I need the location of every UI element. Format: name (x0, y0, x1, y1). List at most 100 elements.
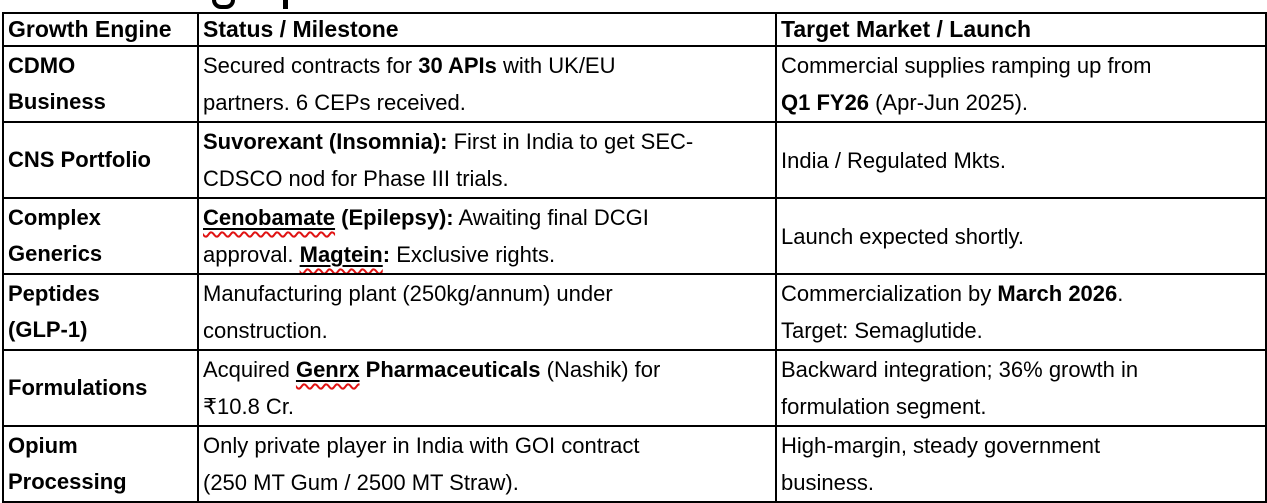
text-line: (GLP-1) (8, 317, 88, 342)
table-row: Formulations Acquired Genrx Pharmaceutica… (2, 349, 1267, 427)
text-line: Generics (8, 241, 103, 266)
text-line: CDSCO nod for Phase III trials. (203, 160, 773, 196)
text-line: Opium (8, 433, 78, 458)
text-line: Commercial supplies ramping up from (781, 48, 1263, 84)
text-line: Processing (8, 469, 127, 494)
text-line: Suvorexant (Insomnia): First in India to… (203, 124, 773, 160)
spellcheck-squiggle: Magtein (300, 242, 383, 267)
text-line: Only private player in India with GOI co… (203, 428, 773, 464)
text-run: Launch expected shortly. (781, 223, 1024, 249)
text-line: Cenobamate (Epilepsy): Awaiting final DC… (203, 200, 773, 236)
text-line: Formulations (8, 375, 148, 400)
text-line: formulation segment. (781, 388, 1263, 424)
text-run: partners. 6 CEPs received. (203, 90, 466, 115)
text-run: (Epilepsy): (335, 205, 454, 230)
text-line: Manufacturing plant (250kg/annum) under (203, 276, 773, 312)
text-run: Suvorexant (Insomnia): (203, 129, 448, 154)
text-line: Secured contracts for 30 APIs with UK/EU (203, 48, 773, 84)
text-run: (Nashik) for (540, 357, 661, 382)
cell-growth-engine[interactable]: CNS Portfolio (2, 121, 199, 199)
text-run: 30 APIs (418, 53, 497, 78)
text-run: CDSCO nod for Phase III trials. (203, 166, 509, 191)
spellcheck-squiggle: Genrx (296, 357, 360, 382)
text-run: March 2026 (997, 281, 1118, 306)
text-run: approval. (203, 242, 300, 267)
misspelled-word: Cenobamate (203, 205, 336, 230)
cell-target-market-launch[interactable]: Launch expected shortly. (775, 197, 1267, 275)
text-line: Commercialization by March 2026. (781, 276, 1263, 312)
text-line: Peptides (8, 281, 100, 306)
text-run: . (1117, 281, 1124, 306)
text-run: ₹10.8 Cr. (203, 394, 295, 419)
cell-growth-engine[interactable]: Complex Generics (2, 197, 199, 275)
cell-target-market-launch[interactable]: Commercial supplies ramping up from Q1 FY… (775, 45, 1267, 123)
table-row: CDMO Business Secured contracts for 30 API… (2, 45, 1267, 123)
text-run: formulation segment. (781, 394, 987, 419)
column-header[interactable]: Target Market / Launch (775, 12, 1267, 47)
text-line: (250 MT Gum / 2500 MT Straw). (203, 464, 773, 500)
text-line: ₹10.8 Cr. (203, 388, 773, 424)
text-line: Complex (8, 205, 101, 230)
text-run: Pharmaceuticals (359, 357, 541, 382)
text-line: approval. Magtein: Exclusive rights. (203, 236, 773, 272)
cell-status-milestone[interactable]: Cenobamate (Epilepsy): Awaiting final DC… (197, 197, 777, 275)
text-line: partners. 6 CEPs received. (203, 84, 773, 120)
cell-status-milestone[interactable]: Only private player in India with GOI co… (197, 425, 777, 503)
column-header[interactable]: Growth Engine (2, 12, 199, 47)
text-run: Only private player in India with GOI co… (203, 433, 640, 458)
table-row: Complex Generics Cenobamate (Epilepsy): Aw… (2, 197, 1267, 275)
text-run: India / Regulated Mkts. (781, 147, 1007, 173)
text-run: Q1 FY26 (781, 90, 870, 115)
text-line: Q1 FY26 (Apr-Jun 2025). (781, 84, 1263, 120)
table-row: Opium Processing Only private player in In… (2, 425, 1267, 503)
text-line: Acquired Genrx Pharmaceuticals (Nashik) … (203, 352, 773, 388)
cell-growth-engine[interactable]: Formulations (2, 349, 199, 427)
text-run: Exclusive rights. (390, 242, 556, 267)
cell-status-milestone[interactable]: Acquired Genrx Pharmaceuticals (Nashik) … (197, 349, 777, 427)
text-run: (250 MT Gum / 2500 MT Straw). (203, 470, 519, 495)
header-row: Growth Engine Status / Milestone Target Ma… (2, 12, 1267, 47)
text-run: business. (781, 470, 874, 495)
cell-target-market-launch[interactable]: Commercialization by March 2026. Target: … (775, 273, 1267, 351)
cropped-heading-p-descender (283, 0, 288, 9)
growth-engine-table: Growth Engine Status / Milestone Target Ma… (2, 12, 1267, 503)
text-run: Secured contracts for (203, 53, 419, 78)
text-run: Acquired (203, 357, 296, 382)
text-line: CNS Portfolio (8, 147, 151, 172)
text-line: CDMO (8, 53, 76, 78)
text-line: India / Regulated Mkts. (781, 142, 1263, 179)
text-line: Business (8, 89, 106, 114)
text-line: Target: Semaglutide. (781, 312, 1263, 348)
text-run: construction. (203, 318, 328, 343)
column-header[interactable]: Status / Milestone (197, 12, 777, 47)
text-run: First in India to get SEC- (447, 129, 694, 154)
spellcheck-squiggle: Cenobamate (203, 205, 335, 230)
cell-growth-engine[interactable]: Opium Processing (2, 425, 199, 503)
text-run: with UK/EU (496, 53, 616, 78)
table-body: CDMO Business Secured contracts for 30 API… (2, 45, 1267, 503)
cell-target-market-launch[interactable]: India / Regulated Mkts. (775, 121, 1267, 199)
text-run: : (382, 242, 391, 267)
text-run: (Apr-Jun 2025). (869, 90, 1029, 115)
text-run: Manufacturing plant (250kg/annum) under (203, 281, 613, 306)
table-row: Peptides (GLP-1) Manufacturing plant (250k… (2, 273, 1267, 351)
misspelled-word: Magtein (299, 242, 383, 267)
cell-status-milestone[interactable]: Manufacturing plant (250kg/annum) under c… (197, 273, 777, 351)
text-line: construction. (203, 312, 773, 348)
text-run: Awaiting final DCGI (453, 205, 649, 230)
cell-growth-engine[interactable]: Peptides (GLP-1) (2, 273, 199, 351)
text-line: Backward integration; 36% growth in (781, 352, 1263, 388)
text-run: Commercial supplies ramping up from (781, 53, 1152, 78)
text-line: business. (781, 464, 1263, 500)
cell-status-milestone[interactable]: Secured contracts for 30 APIs with UK/EU… (197, 45, 777, 123)
cropped-heading-g-descender (212, 0, 235, 9)
text-run: High-margin, steady government (781, 433, 1101, 458)
text-line: High-margin, steady government (781, 428, 1263, 464)
table-row: CNS Portfolio Suvorexant (Insomnia): Firs… (2, 121, 1267, 199)
cell-status-milestone[interactable]: Suvorexant (Insomnia): First in India to… (197, 121, 777, 199)
cell-target-market-launch[interactable]: Backward integration; 36% growth in formu… (775, 349, 1267, 427)
text-run: Commercialization by (781, 281, 998, 306)
cell-growth-engine[interactable]: CDMO Business (2, 45, 199, 123)
cell-target-market-launch[interactable]: High-margin, steady government business. (775, 425, 1267, 503)
